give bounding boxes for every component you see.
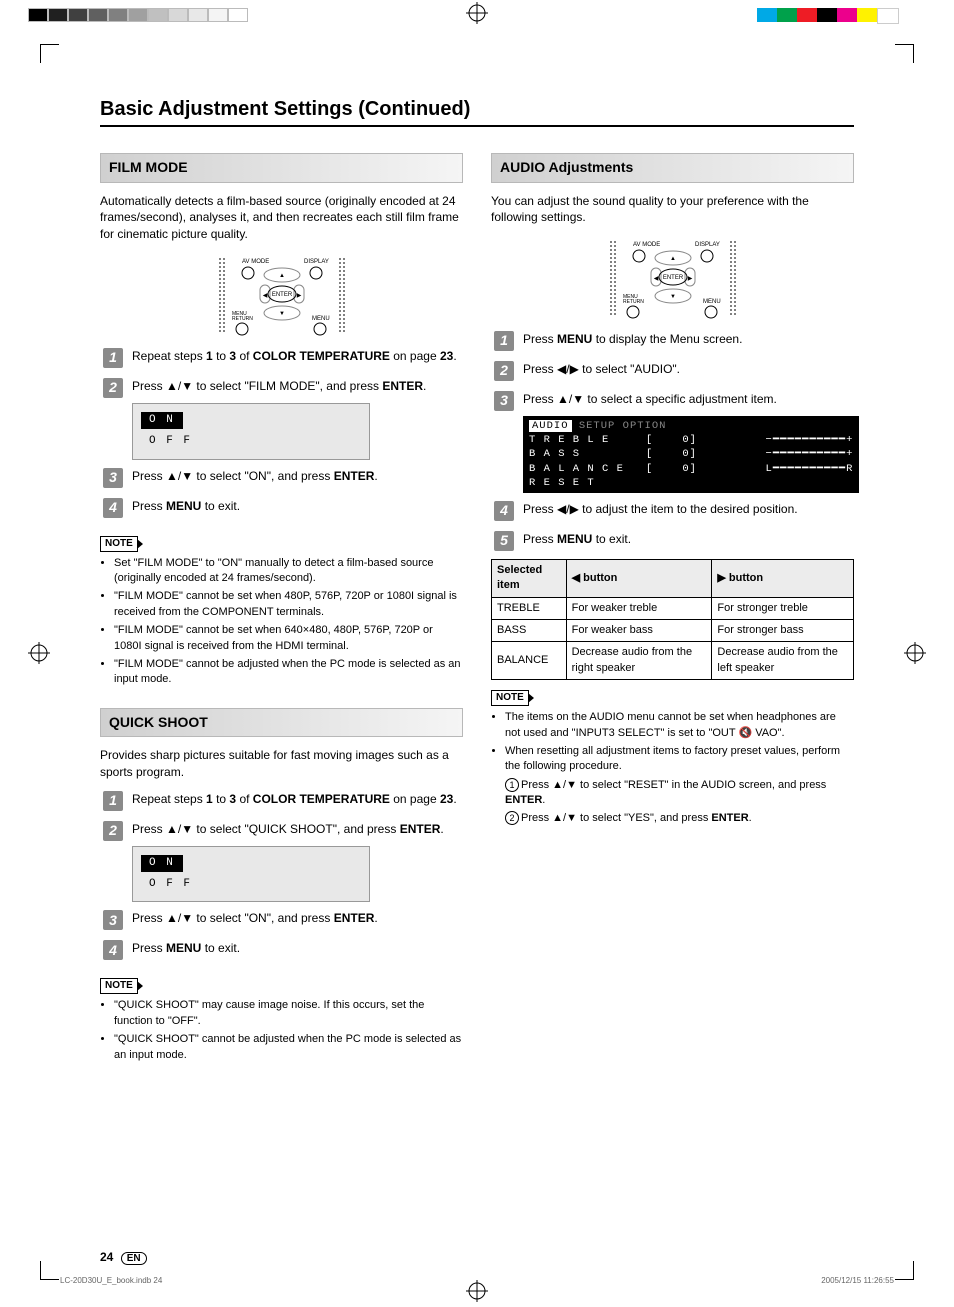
onoff-box: O NO F F bbox=[132, 403, 370, 460]
svg-text:▶: ▶ bbox=[296, 293, 301, 299]
step-number: 1 bbox=[103, 791, 123, 811]
film-mode-notes: Set "FILM MODE" to "ON" manually to dete… bbox=[100, 556, 463, 688]
svg-text:AV MODE: AV MODE bbox=[242, 259, 269, 265]
quick-shoot-notes: "QUICK SHOOT" may cause image noise. If … bbox=[100, 998, 463, 1063]
svg-text:RETURN: RETURN bbox=[232, 316, 253, 322]
print-metadata: LC-20D30U_E_book.indb 24 2005/12/15 11:2… bbox=[60, 1275, 894, 1286]
remote-diagram: AV MODE DISPLAY ▲ ▼ ◀ ▶ ENTER MENU RETURN… bbox=[100, 253, 463, 338]
step-text: Press MENU to exit. bbox=[517, 531, 854, 548]
step-number: 2 bbox=[103, 821, 123, 841]
svg-text:▼: ▼ bbox=[279, 311, 285, 317]
svg-text:▲: ▲ bbox=[279, 273, 285, 279]
svg-text:▲: ▲ bbox=[670, 256, 676, 262]
crop-mark bbox=[40, 1261, 59, 1280]
registration-target bbox=[28, 642, 50, 664]
quick-shoot-intro: Provides sharp pictures suitable for fas… bbox=[100, 747, 463, 781]
crop-mark bbox=[895, 44, 914, 63]
step-number: 4 bbox=[103, 940, 123, 960]
svg-text:RETURN: RETURN bbox=[623, 299, 644, 305]
step-number: 3 bbox=[494, 391, 514, 411]
film-mode-heading: FILM MODE bbox=[100, 153, 463, 183]
remote-diagram: AV MODE DISPLAY ▲ ▼ ◀ ▶ ENTER MENU RETURN… bbox=[491, 236, 854, 321]
svg-text:ENTER: ENTER bbox=[662, 275, 683, 281]
step-text: Press ▲/▼ to select a specific adjustmen… bbox=[517, 391, 854, 493]
svg-text:MENU: MENU bbox=[703, 299, 721, 305]
step-number: 1 bbox=[103, 348, 123, 368]
step-text: Press ◀/▶ to select "AUDIO". bbox=[517, 361, 854, 378]
svg-text:MENU: MENU bbox=[312, 316, 330, 322]
step-text: Repeat steps 1 to 3 of COLOR TEMPERATURE… bbox=[126, 791, 463, 808]
step-number: 1 bbox=[494, 331, 514, 351]
step-text: Press MENU to exit. bbox=[126, 498, 463, 515]
step-number: 3 bbox=[103, 910, 123, 930]
audio-osd: AUDIO SETUP OPTIONT R E B L E [ 0]−━━━━━… bbox=[523, 416, 859, 493]
audio-notes: The items on the AUDIO menu cannot be se… bbox=[491, 710, 854, 775]
onoff-box: O NO F F bbox=[132, 846, 370, 903]
svg-text:▼: ▼ bbox=[670, 294, 676, 300]
registration-target bbox=[466, 2, 488, 24]
svg-text:▶: ▶ bbox=[687, 276, 692, 282]
step-text: Repeat steps 1 to 3 of COLOR TEMPERATURE… bbox=[126, 348, 463, 365]
crop-mark bbox=[40, 44, 59, 63]
quick-shoot-heading: QUICK SHOOT bbox=[100, 708, 463, 738]
step-text: Press ▲/▼ to select "ON", and press ENTE… bbox=[126, 910, 463, 927]
page-number: 24 bbox=[100, 1250, 113, 1264]
note-label: NOTE bbox=[100, 978, 138, 994]
step-number: 5 bbox=[494, 531, 514, 551]
audio-table: Selected item◀ button▶ button TREBLEFor … bbox=[491, 559, 854, 680]
step-text: Press ▲/▼ to select "FILM MODE", and pre… bbox=[126, 378, 463, 460]
svg-text:ENTER: ENTER bbox=[271, 292, 292, 298]
step-text: Press ▲/▼ to select "ON", and press ENTE… bbox=[126, 468, 463, 485]
registration-target bbox=[904, 642, 926, 664]
step-number: 4 bbox=[494, 501, 514, 521]
crop-mark bbox=[895, 1261, 914, 1280]
note-label: NOTE bbox=[100, 536, 138, 552]
step-number: 3 bbox=[103, 468, 123, 488]
svg-text:◀: ◀ bbox=[653, 276, 658, 282]
svg-text:AV MODE: AV MODE bbox=[633, 242, 660, 248]
step-number: 4 bbox=[103, 498, 123, 518]
step-text: Press MENU to exit. bbox=[126, 940, 463, 957]
audio-intro: You can adjust the sound quality to your… bbox=[491, 193, 854, 227]
page-footer: 24 EN bbox=[100, 1249, 147, 1266]
print-file: LC-20D30U_E_book.indb 24 bbox=[60, 1275, 162, 1286]
page-title: Basic Adjustment Settings (Continued) bbox=[100, 95, 854, 127]
svg-text:DISPLAY: DISPLAY bbox=[304, 259, 329, 265]
step-text: Press ◀/▶ to adjust the item to the desi… bbox=[517, 501, 854, 518]
page-lang: EN bbox=[121, 1252, 147, 1265]
svg-text:◀: ◀ bbox=[262, 293, 267, 299]
film-mode-intro: Automatically detects a film-based sourc… bbox=[100, 193, 463, 243]
svg-text:DISPLAY: DISPLAY bbox=[695, 242, 720, 248]
audio-heading: AUDIO Adjustments bbox=[491, 153, 854, 183]
step-number: 2 bbox=[494, 361, 514, 381]
step-text: Press ▲/▼ to select "QUICK SHOOT", and p… bbox=[126, 821, 463, 903]
step-number: 2 bbox=[103, 378, 123, 398]
step-text: Press MENU to display the Menu screen. bbox=[517, 331, 854, 348]
print-timestamp: 2005/12/15 11:26:55 bbox=[821, 1275, 894, 1286]
note-label: NOTE bbox=[491, 690, 529, 706]
